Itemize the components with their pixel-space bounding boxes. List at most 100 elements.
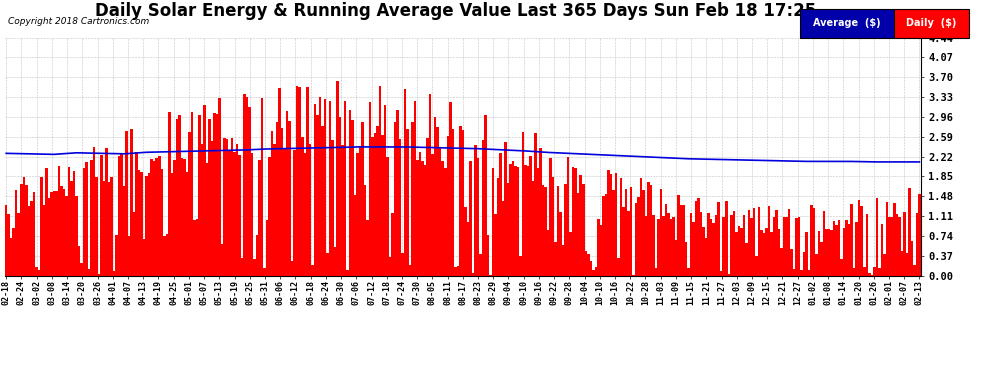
Bar bbox=[70, 181, 72, 276]
Bar bbox=[544, 188, 546, 276]
Bar bbox=[55, 191, 57, 276]
Bar bbox=[75, 196, 77, 276]
Bar bbox=[50, 192, 52, 276]
Text: Daily Solar Energy & Running Average Value Last 365 Days Sun Feb 18 17:25: Daily Solar Energy & Running Average Val… bbox=[95, 2, 816, 20]
Bar bbox=[692, 222, 695, 276]
Bar bbox=[911, 242, 913, 276]
Bar bbox=[537, 168, 540, 276]
Bar bbox=[670, 219, 672, 276]
Bar bbox=[479, 254, 482, 276]
Bar bbox=[908, 188, 911, 276]
Bar bbox=[248, 107, 250, 276]
Bar bbox=[589, 261, 592, 276]
Bar bbox=[239, 154, 241, 276]
Bar bbox=[381, 135, 384, 276]
Bar bbox=[33, 192, 35, 276]
Bar bbox=[579, 175, 582, 276]
Bar bbox=[18, 213, 20, 276]
Bar bbox=[291, 261, 293, 276]
Bar bbox=[762, 233, 765, 276]
Bar bbox=[258, 160, 260, 276]
Bar bbox=[342, 145, 344, 276]
Bar bbox=[361, 122, 363, 276]
Bar bbox=[551, 177, 554, 276]
Bar bbox=[40, 177, 43, 276]
Bar bbox=[136, 152, 138, 276]
Bar bbox=[46, 168, 48, 276]
Bar bbox=[831, 230, 833, 276]
Bar bbox=[23, 177, 25, 276]
Bar bbox=[334, 248, 337, 276]
Bar bbox=[203, 105, 206, 276]
Bar bbox=[276, 122, 278, 276]
Bar bbox=[301, 137, 304, 276]
Bar bbox=[286, 111, 288, 276]
Bar bbox=[542, 185, 545, 276]
Bar bbox=[675, 240, 677, 276]
Bar bbox=[557, 186, 559, 276]
Bar bbox=[569, 231, 572, 276]
Bar bbox=[818, 231, 821, 276]
Bar bbox=[838, 220, 841, 276]
Bar bbox=[221, 244, 223, 276]
Bar bbox=[535, 133, 537, 276]
Bar bbox=[775, 210, 778, 276]
Bar bbox=[216, 114, 218, 276]
Bar bbox=[564, 184, 567, 276]
Bar bbox=[344, 101, 346, 276]
Bar bbox=[424, 165, 427, 276]
Bar bbox=[644, 216, 647, 276]
Bar bbox=[346, 270, 348, 276]
Bar bbox=[98, 274, 100, 276]
Bar bbox=[638, 197, 640, 276]
Bar bbox=[311, 265, 314, 276]
Bar bbox=[672, 217, 675, 276]
Bar bbox=[88, 269, 90, 276]
Bar bbox=[667, 213, 670, 276]
Bar bbox=[273, 144, 276, 276]
Bar bbox=[288, 122, 291, 276]
Bar bbox=[662, 216, 665, 276]
Bar bbox=[128, 236, 131, 276]
Bar bbox=[72, 171, 75, 276]
Bar bbox=[427, 138, 429, 276]
Bar bbox=[901, 251, 903, 276]
Bar bbox=[356, 153, 358, 276]
Bar bbox=[90, 160, 93, 276]
Bar bbox=[858, 201, 860, 276]
Bar bbox=[875, 198, 878, 276]
Bar bbox=[100, 155, 103, 276]
Bar bbox=[148, 173, 150, 276]
Bar bbox=[401, 252, 404, 276]
Bar bbox=[126, 131, 128, 276]
Bar bbox=[234, 152, 236, 276]
Bar bbox=[520, 256, 522, 276]
Bar bbox=[306, 87, 309, 276]
Bar bbox=[108, 182, 110, 276]
Bar bbox=[191, 112, 193, 276]
Bar bbox=[772, 217, 775, 276]
Bar bbox=[62, 189, 65, 276]
Bar bbox=[625, 189, 627, 276]
Bar bbox=[659, 189, 662, 276]
Bar bbox=[517, 167, 520, 276]
Bar bbox=[437, 127, 439, 276]
Bar bbox=[404, 89, 406, 276]
Bar bbox=[633, 275, 635, 276]
Bar bbox=[25, 184, 28, 276]
Bar bbox=[916, 213, 918, 276]
Bar bbox=[30, 201, 33, 276]
Bar bbox=[442, 161, 444, 276]
Bar bbox=[682, 205, 685, 276]
Bar bbox=[439, 147, 442, 276]
Bar bbox=[710, 219, 713, 276]
Bar bbox=[374, 133, 376, 276]
Bar bbox=[805, 232, 808, 276]
Bar bbox=[918, 194, 921, 276]
Text: Copyright 2018 Cartronics.com: Copyright 2018 Cartronics.com bbox=[8, 17, 149, 26]
Bar bbox=[160, 169, 163, 276]
Bar bbox=[494, 214, 497, 276]
Bar bbox=[299, 87, 301, 276]
Bar bbox=[597, 219, 600, 276]
Bar bbox=[891, 217, 893, 276]
